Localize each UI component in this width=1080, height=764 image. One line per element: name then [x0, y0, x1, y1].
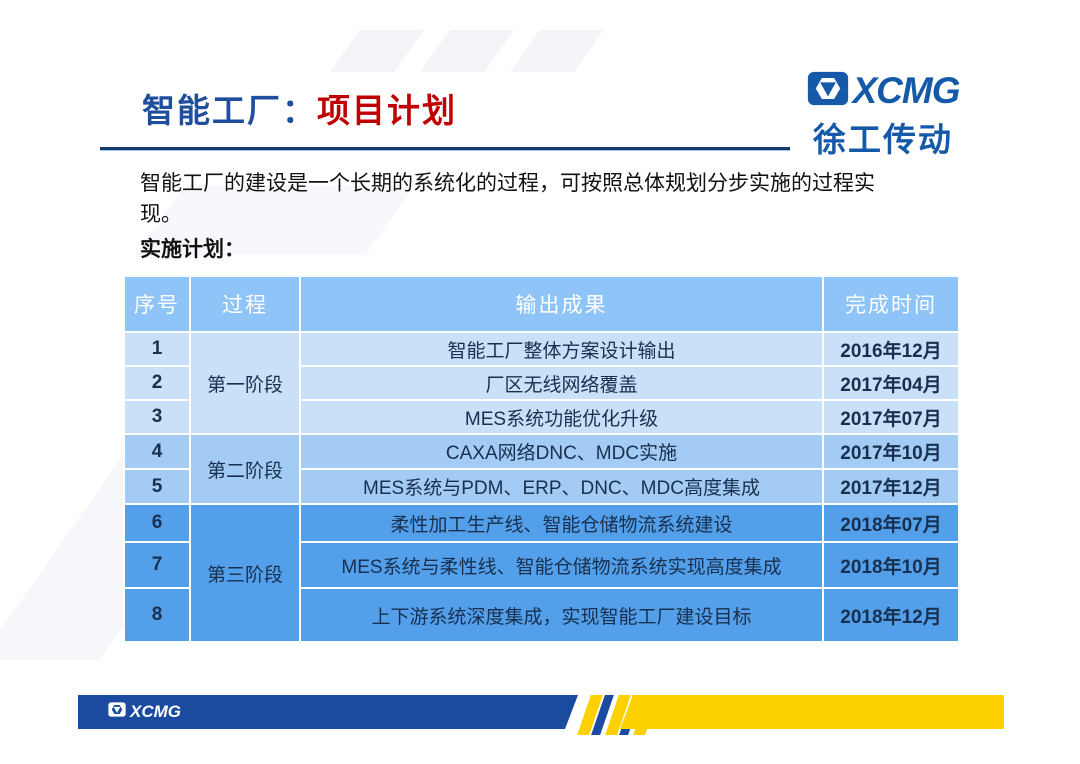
footer-brand-wordmark: XCMG — [130, 702, 181, 721]
col-header-phase: 过程 — [189, 275, 301, 333]
title-prefix: 智能工厂： — [142, 94, 317, 130]
cell-output: MES系统功能优化升级 — [299, 399, 824, 435]
cell-time: 2016年12月 — [822, 331, 960, 367]
cell-output: 厂区无线网络覆盖 — [299, 365, 824, 401]
col-header-no: 序号 — [123, 275, 191, 333]
cell-phase-1: 第一阶段 — [189, 331, 301, 435]
brand-subbrand: 徐工传动 — [813, 121, 953, 158]
brand-wordmark: XCMG — [852, 70, 961, 111]
table-row: 3 MES系统功能优化升级 2017年07月 — [123, 399, 960, 435]
cell-phase-2: 第二阶段 — [189, 433, 301, 505]
cell-time: 2018年10月 — [822, 541, 960, 589]
page-title: 智能工厂：项目计划 — [142, 84, 457, 132]
cell-time: 2017年12月 — [822, 468, 960, 505]
table-row: 5 MES系统与PDM、ERP、DNC、MDC高度集成 2017年12月 — [123, 468, 960, 505]
cell-time: 2017年10月 — [822, 433, 960, 470]
watermark-slash — [510, 30, 604, 72]
xcmg-badge-icon — [108, 702, 126, 722]
table-row: 6 第三阶段 柔性加工生产线、智能仓储物流系统建设 2018年07月 — [123, 503, 960, 643]
cell-time: 2017年04月 — [822, 365, 960, 401]
watermark-slash — [330, 30, 424, 72]
brand-logo: XCMG 徐工传动 — [793, 70, 973, 161]
table-row: 8 上下游系统深度集成，实现智能工厂建设目标 2018年12月 — [123, 587, 960, 643]
footer-blue-bar: XCMG — [78, 695, 578, 729]
cell-no: 6 — [123, 503, 191, 543]
cell-output: MES系统与PDM、ERP、DNC、MDC高度集成 — [299, 468, 824, 505]
cell-no: 4 — [123, 433, 191, 470]
intro-block: 智能工厂的建设是一个长期的系统化的过程，可按照总体规划分步实施的过程实现。 实施… — [140, 168, 908, 265]
plan-table: 序号 过程 输出成果 完成时间 1 第一阶段 智能工厂整体方案设计输出 2016… — [123, 275, 960, 643]
cell-no: 3 — [123, 399, 191, 435]
cell-phase-3: 第三阶段 — [189, 503, 301, 643]
table-row: 7 MES系统与柔性线、智能仓储物流系统实现高度集成 2018年10月 — [123, 541, 960, 589]
intro-paragraph: 智能工厂的建设是一个长期的系统化的过程，可按照总体规划分步实施的过程实现。 — [140, 171, 875, 227]
cell-output: CAXA网络DNC、MDC实施 — [299, 433, 824, 470]
col-header-time: 完成时间 — [822, 275, 960, 333]
cell-no: 5 — [123, 468, 191, 505]
brand-logo-row: XCMG — [793, 70, 973, 112]
xcmg-badge-icon — [807, 71, 849, 111]
cell-time: 2018年07月 — [822, 503, 960, 543]
plan-label: 实施计划： — [140, 237, 245, 262]
footer-logo: XCMG — [108, 702, 181, 722]
cell-output: 上下游系统深度集成，实现智能工厂建设目标 — [299, 587, 824, 643]
cell-time: 2017年07月 — [822, 399, 960, 435]
title-highlight: 项目计划 — [317, 94, 457, 130]
cell-no: 1 — [123, 331, 191, 367]
cell-no: 7 — [123, 541, 191, 589]
table-header-row: 序号 过程 输出成果 完成时间 — [123, 275, 960, 333]
footer-yellow-bar — [620, 695, 1004, 729]
watermark-slash — [420, 30, 514, 72]
cell-time: 2018年12月 — [822, 587, 960, 643]
cell-output: 柔性加工生产线、智能仓储物流系统建设 — [299, 503, 824, 543]
cell-no: 8 — [123, 587, 191, 643]
table-row: 1 第一阶段 智能工厂整体方案设计输出 2016年12月 — [123, 331, 960, 435]
table-row: 2 厂区无线网络覆盖 2017年04月 — [123, 365, 960, 401]
table-row: 4 第二阶段 CAXA网络DNC、MDC实施 2017年10月 — [123, 433, 960, 505]
cell-output: 智能工厂整体方案设计输出 — [299, 331, 824, 367]
cell-output: MES系统与柔性线、智能仓储物流系统实现高度集成 — [299, 541, 824, 589]
title-divider — [100, 147, 790, 151]
cell-no: 2 — [123, 365, 191, 401]
col-header-output: 输出成果 — [299, 275, 824, 333]
footer-banner: XCMG — [78, 695, 1004, 735]
